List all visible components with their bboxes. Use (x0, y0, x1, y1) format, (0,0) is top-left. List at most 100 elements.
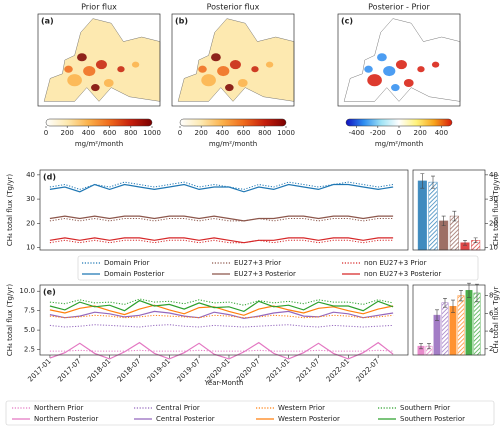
y-tick-label: 10.0 (19, 287, 35, 295)
y-tick-label: 10 (26, 244, 35, 252)
error-bar (443, 297, 447, 308)
y-tick-label: 4 (489, 327, 494, 335)
map-blob (117, 66, 125, 73)
x-tick-label: 2022-01 (325, 357, 351, 383)
y-tick-label: 30 (26, 195, 35, 203)
plot-frame (412, 284, 486, 356)
error-bar (441, 215, 446, 227)
legend-label: non EU27+3 Posterior (364, 270, 441, 278)
y-tick-label: 30 (489, 195, 498, 203)
error-bar (459, 290, 463, 302)
y-tick-label: 10 (489, 244, 498, 252)
y-tick-label: 6 (489, 309, 494, 317)
map-blob (131, 61, 140, 68)
panel-label: (b) (175, 17, 188, 26)
error-bar (435, 309, 439, 321)
legend-label: Western Prior (278, 404, 325, 412)
colorbar-label: mg/m²/month (375, 140, 423, 148)
bar (417, 180, 427, 251)
map-blob (251, 66, 259, 73)
panel-label: (c) (341, 17, 353, 26)
series-line (49, 324, 394, 328)
error-bar (431, 175, 435, 189)
colorbar-tick-label: 200 (414, 129, 427, 137)
error-bar (473, 237, 478, 244)
colorbar-tick-label: 1000 (277, 129, 295, 137)
x-tick-label: 2018-07 (116, 357, 142, 383)
colorbar-tick-label: 400 (435, 129, 448, 137)
legend-label: EU27+3 Prior (234, 259, 281, 267)
colorbar (179, 118, 287, 127)
map-blob (265, 61, 274, 68)
map-blob (217, 65, 230, 77)
map-blob (198, 65, 207, 73)
series-line (49, 183, 394, 193)
legend-label: non EU27+3 Prior (364, 259, 427, 267)
y-axis-label: CH₄ total flux (Tg/yr) (492, 174, 500, 246)
map-title: Posterior flux (207, 3, 260, 12)
map-title: Posterior - Prior (368, 3, 430, 12)
error-bar (467, 282, 471, 298)
map-blob (77, 53, 87, 62)
panel-label: (d) (43, 173, 56, 182)
x-tick-label: 2017-01 (26, 357, 52, 383)
x-tick-label: 2021-01 (265, 357, 291, 383)
x-tick-label: 2018-01 (86, 357, 112, 383)
legend-label: Western Posterior (278, 415, 340, 423)
map-blob (237, 78, 248, 88)
error-bar (463, 240, 467, 246)
x-tick-label: 2019-01 (146, 357, 172, 383)
bar (449, 306, 457, 356)
colorbar-tick-label: 0 (178, 129, 182, 137)
series-line (49, 310, 394, 320)
series-line (49, 181, 394, 190)
colorbar-tick-label: 600 (103, 129, 116, 137)
series-line (49, 304, 394, 316)
colorbar-tick-label: 0 (44, 129, 48, 137)
colorbar-label: mg/m²/month (209, 140, 257, 148)
colorbar-tick-label: 400 (82, 129, 95, 137)
series-line (49, 349, 394, 352)
bar (428, 181, 438, 251)
x-tick-label: 2017-07 (56, 357, 82, 383)
series-line (49, 237, 394, 244)
colorbar-tick-label: -200 (370, 129, 386, 137)
y-tick-label: 40 (26, 171, 35, 179)
plot-frame (39, 169, 409, 251)
error-bar (451, 299, 455, 313)
series-line (49, 298, 394, 306)
legend-label: Northern Posterior (34, 415, 98, 423)
colorbar-tick-label: 600 (237, 129, 250, 137)
plot-frame (412, 169, 486, 251)
colorbar-tick-label: 200 (61, 129, 74, 137)
panel-label: (a) (41, 17, 54, 26)
y-tick-label: 2 (489, 345, 493, 353)
legend-label: Southern Posterior (400, 415, 465, 423)
map-blob (211, 53, 221, 62)
bar (457, 295, 465, 356)
colorbar (45, 118, 153, 127)
legend-label: Central Prior (156, 404, 200, 412)
map-blob (377, 53, 387, 62)
bar (433, 314, 441, 356)
bar (473, 292, 481, 356)
colorbar-tick-label: 800 (124, 129, 137, 137)
legend-label: Domain Posterior (104, 270, 164, 278)
map-blob (201, 74, 216, 87)
y-tick-label: 8 (489, 292, 493, 300)
map-blob (383, 65, 396, 77)
map-blob (64, 65, 73, 73)
error-bar (452, 210, 457, 222)
legend-label: Northern Prior (34, 404, 84, 412)
series-line (49, 217, 394, 222)
y-axis-label: CH₄ total flux (Tg/yr) (6, 284, 14, 356)
legend-label: EU27+3 Posterior (234, 270, 296, 278)
legend-label: Southern Prior (400, 404, 450, 412)
colorbar-tick-label: -400 (349, 129, 365, 137)
map-blob (403, 78, 414, 88)
colorbar-tick-label: 400 (216, 129, 229, 137)
map-blob (83, 65, 96, 77)
series-line (49, 341, 394, 360)
x-tick-label: 2019-07 (176, 357, 202, 383)
